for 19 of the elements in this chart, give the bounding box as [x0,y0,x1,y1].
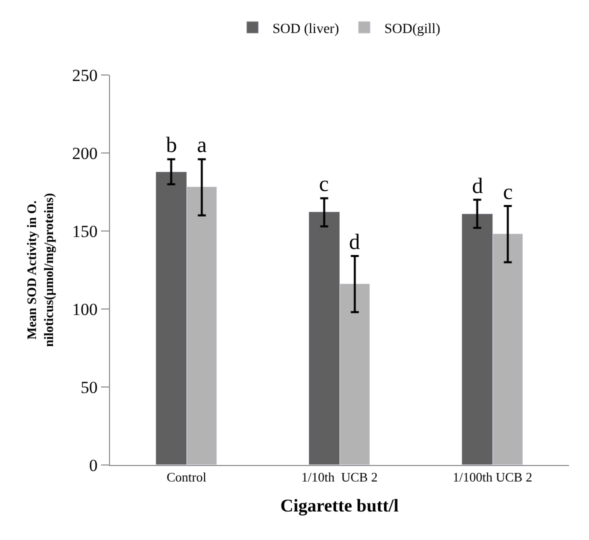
y-tick-label: 0 [89,456,98,475]
annotation: d [349,229,360,254]
y-tick-label: 50 [80,378,98,397]
x-axis-title: Cigarette butt/l [280,496,399,516]
legend-label: SOD (liver) [272,22,340,37]
x-tick-label: Control [166,470,207,485]
y-tick-label: 150 [72,222,98,241]
annotation: a [197,132,207,157]
annotation: d [472,173,483,198]
annotation: b [166,132,177,157]
y-tick-label: 100 [72,300,98,319]
y-tick-label: 200 [72,144,98,163]
x-tick-label: 1/10th UCB 2 [301,470,378,485]
y-tick-label: 250 [72,66,98,85]
annotation: c [503,179,513,204]
y-axis-title: Mean SOD Activity in O. niloticus(µmol/mg/proteins) [24,193,56,347]
annotation: c [319,171,329,196]
x-tick-label: 1/100th UCB 2 [452,470,532,485]
legend-label: SOD(gill) [384,22,441,37]
